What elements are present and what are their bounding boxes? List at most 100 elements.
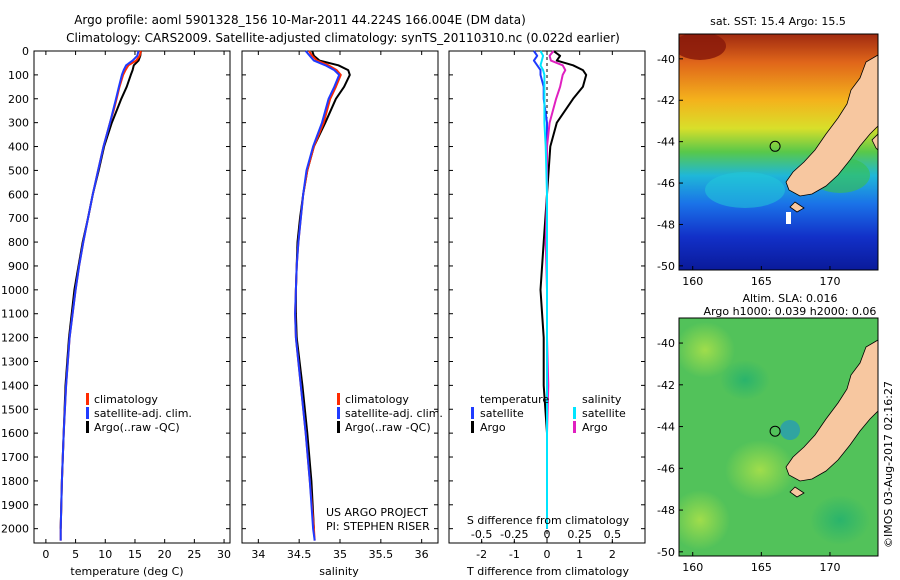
sst-map [679, 34, 878, 270]
argo-position-marker [769, 425, 781, 437]
north-island-land [871, 133, 878, 151]
s-tick-label: 0 [544, 528, 551, 541]
legend-s-argo-label: Argo [582, 421, 608, 434]
x-tick-label: 10 [98, 548, 112, 561]
depth-tick-label: 1500 [1, 403, 29, 416]
legend-argo-label: Argo(..raw -QC) [345, 421, 431, 434]
temperature-axes: 0 5 10 15 20 25 30 [42, 51, 231, 561]
depth-tick-label: 1600 [1, 427, 29, 440]
x-tick-label: 25 [187, 548, 201, 561]
depth-tick-label: 0 [22, 45, 29, 58]
map-x-tick-label: 160 [682, 561, 703, 574]
map-x-tick-label: 165 [751, 561, 772, 574]
map-x-tick-label: 160 [682, 275, 703, 288]
legend-satellite-label: satellite-adj. clim. [345, 407, 443, 420]
x-tick-label: 34 [251, 548, 265, 561]
legend-t-argo-label: Argo [480, 421, 506, 434]
depth-tick-label: 100 [8, 69, 29, 82]
x-tick-label: 36 [415, 548, 429, 561]
x-tick-label: 35 [333, 548, 347, 561]
difference-xlabel: T difference from climatology [466, 565, 629, 578]
depth-tick-label: 300 [8, 117, 29, 130]
map-y-tick-label: -44 [657, 421, 675, 434]
s-tick-label: -0.25 [500, 528, 528, 541]
map-y-tick-label: -46 [657, 177, 675, 190]
sla-blue-patch [780, 420, 800, 440]
salinity-climatology-line [294, 50, 342, 541]
legend-t-argo-swatch [471, 421, 474, 433]
legend-t-satellite-swatch [471, 407, 474, 419]
sst-warm-patch [679, 34, 726, 60]
legend-satellite-swatch [337, 407, 340, 419]
map-y-tick-label: -42 [657, 379, 675, 392]
depth-axis: 0 100 200 300 400 500 600 700 800 900 1000 1100 1200… [1, 45, 645, 536]
x-tick-label: 1 [576, 548, 583, 561]
x-tick-label: 15 [128, 548, 142, 561]
depth-tick-label: 1100 [1, 308, 29, 321]
depth-tick-label: 1700 [1, 451, 29, 464]
depth-tick-label: 2000 [1, 523, 29, 536]
legend-s-argo-swatch [573, 421, 576, 433]
diff-salinity-argo-line [544, 50, 567, 529]
depth-tick-label: 1000 [1, 284, 29, 297]
legend-argo-swatch [337, 421, 340, 433]
x-tick-label: 5 [72, 548, 79, 561]
missing-data-patch [786, 212, 791, 224]
x-tick-label: 2 [609, 548, 616, 561]
map-y-tick-label: -48 [657, 504, 675, 517]
map-x-tick-label: 170 [819, 561, 840, 574]
sla-map-title-line1: Altim. SLA: 0.016 [742, 292, 837, 305]
legend-s-satellite-swatch [573, 407, 576, 419]
legend-argo-label: Argo(..raw -QC) [94, 421, 180, 434]
x-tick-label: 0 [42, 548, 49, 561]
depth-tick-label: 1200 [1, 332, 29, 345]
sla-low-patch [720, 360, 770, 400]
s-tick-label: 0.25 [567, 528, 592, 541]
x-tick-label: 0 [544, 548, 551, 561]
salinity-panel-frame [241, 50, 439, 544]
x-tick-label: 35.5 [369, 548, 394, 561]
salinity-axes: 34 34.5 35 35.5 36 [251, 51, 429, 561]
sla-map-frame [678, 317, 879, 557]
sst-map-axes: 160 165 170 -40 -42 -44 -46 -48 -50 [657, 53, 840, 288]
depth-tick-label: 1900 [1, 499, 29, 512]
project-name: US ARGO PROJECT [326, 506, 428, 519]
x-tick-label: -1 [509, 548, 520, 561]
depth-tick-label: 800 [8, 236, 29, 249]
depth-tick-label: 500 [8, 164, 29, 177]
salinity-xlabel: salinity [319, 565, 359, 578]
legend-argo-swatch [86, 421, 89, 433]
depth-tick-label: 600 [8, 188, 29, 201]
sla-high-patch [725, 440, 795, 500]
sla-high-patch [679, 322, 735, 378]
legend-satellite-swatch [86, 407, 89, 419]
sla-map-axes: 160 165 170 -40 -42 -44 -46 -48 -50 [657, 337, 840, 574]
depth-tick-label: 200 [8, 93, 29, 106]
x-tick-label: 34.5 [287, 548, 312, 561]
sst-map-title: sat. SST: 15.4 Argo: 15.5 [710, 15, 846, 28]
legend-climatology-swatch [86, 393, 89, 405]
s-tick-label: -0.5 [471, 528, 492, 541]
x-tick-label: 20 [158, 548, 172, 561]
map-y-tick-label: -48 [657, 218, 675, 231]
legend-climatology-swatch [337, 393, 340, 405]
map-y-tick-label: -40 [657, 53, 675, 66]
diff-temperature-argo-line [539, 50, 588, 529]
map-y-tick-label: -46 [657, 462, 675, 475]
sst-cool-patch [705, 172, 785, 208]
difference-legend: temperature salinity satellite Argo sate… [471, 393, 626, 434]
map-x-tick-label: 165 [751, 275, 772, 288]
depth-tick-label: 1400 [1, 379, 29, 392]
depth-tick-label: 1300 [1, 355, 29, 368]
diff-salinity-satellite-line [539, 50, 548, 529]
difference-top-xlabel: S difference from climatology [467, 514, 630, 527]
credit-stamp: ©IMOS 03-Aug-2017 02:16:27 [882, 381, 895, 548]
temperature-xlabel: temperature (deg C) [70, 565, 183, 578]
depth-tick-label: 700 [8, 212, 29, 225]
temperature-argo-line [59, 50, 142, 529]
difference-axes: -2 -1 0 1 2 -0.5 -0.25 0 0.25 0.5 [471, 51, 621, 561]
figure-title-line1: Argo profile: aoml 5901328_156 10-Mar-20… [74, 13, 526, 27]
project-pi: PI: STEPHEN RISER [326, 520, 430, 533]
legend-s-satellite-label: satellite [582, 407, 626, 420]
